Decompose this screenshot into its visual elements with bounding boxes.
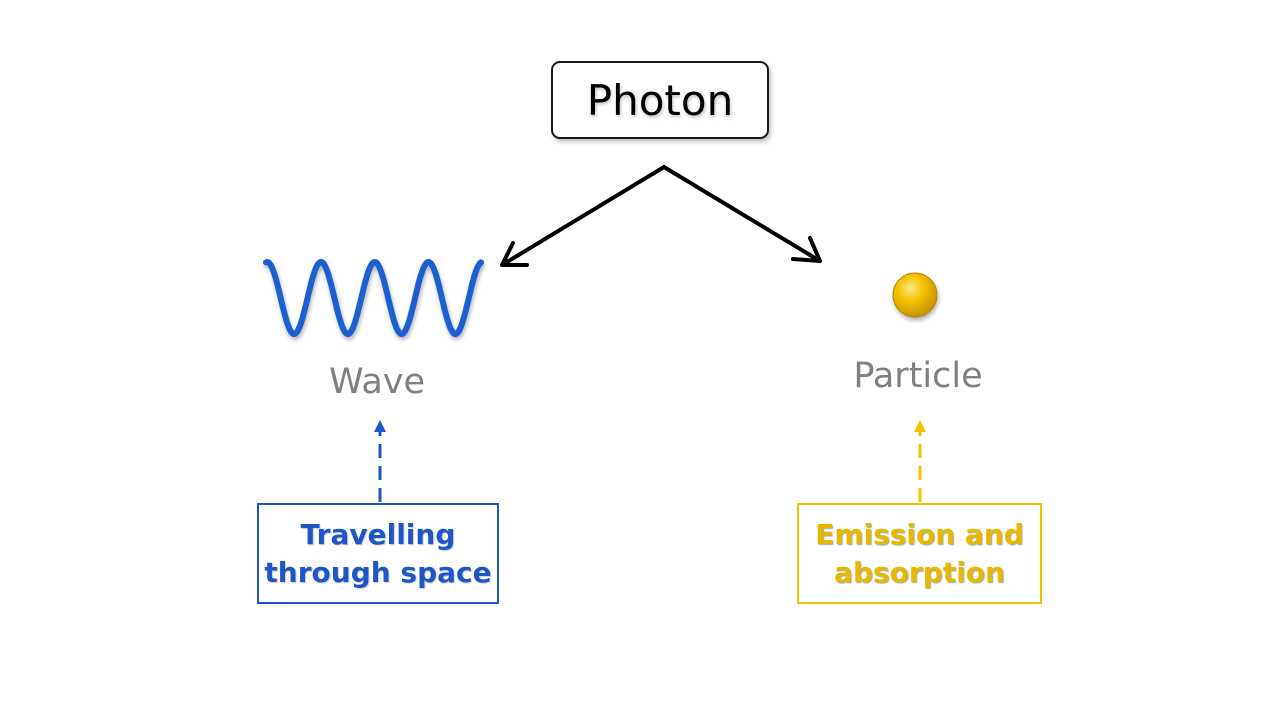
wave-note-box: Travelling through space [257, 503, 499, 604]
arrow-to-particle [662, 165, 822, 263]
particle-label: Particle [853, 356, 983, 396]
particle-note-line1: Emission and [815, 517, 1024, 551]
sphere-icon [892, 272, 938, 318]
wave-note-line2: through space [264, 555, 492, 589]
arrow-to-wave [500, 165, 666, 267]
particle-note-line2: absorption [834, 555, 1005, 589]
particle-note-box: Emission and absorption [797, 503, 1042, 604]
dashed-arrow-wave [374, 420, 386, 502]
sine-wave-icon [263, 258, 484, 338]
wave-note-line1: Travelling [300, 517, 456, 551]
photon-node: Photon [551, 61, 769, 139]
dashed-arrow-particle [914, 420, 926, 502]
wave-label: Wave [328, 362, 426, 402]
photon-label: Photon [586, 75, 734, 125]
